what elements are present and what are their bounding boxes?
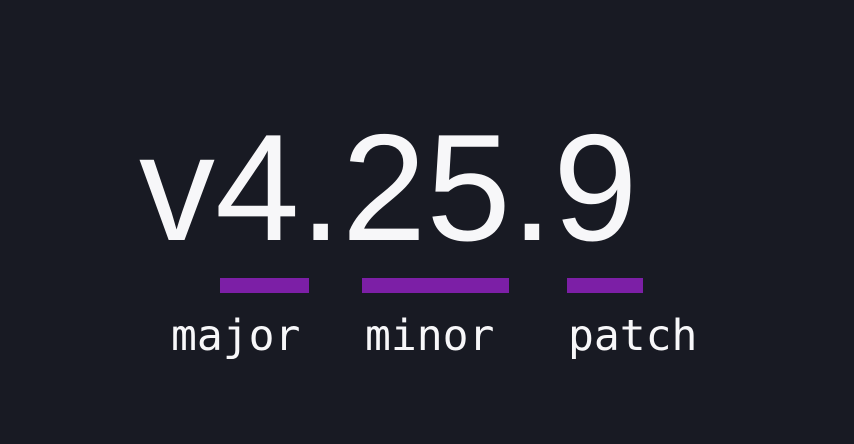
minor-underline-bar	[362, 278, 509, 293]
patch-label: patch	[568, 311, 698, 361]
major-underline-bar	[220, 278, 309, 293]
patch-underline-bar	[567, 278, 643, 293]
major-label: major	[171, 311, 301, 361]
version-number-text: v4.25.9	[139, 103, 638, 273]
minor-label: minor	[365, 311, 495, 361]
